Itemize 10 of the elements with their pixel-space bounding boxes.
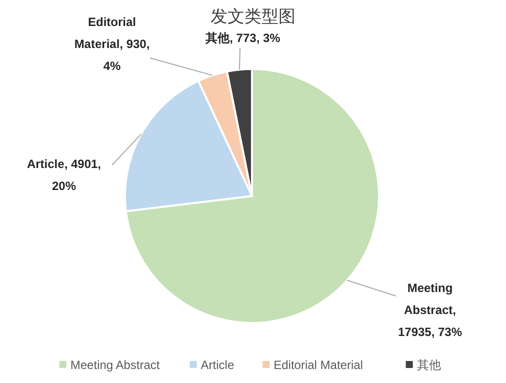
data-label: 其他, 773, 3% <box>204 31 281 45</box>
legend-label: 其他 <box>416 358 441 372</box>
legend-label: Meeting Abstract <box>70 358 160 372</box>
data-label: Meeting Abstract, 17935, 73% <box>398 281 462 339</box>
data-label: Article, 4901, 20% <box>26 157 102 193</box>
chart-title: 发文类型图 <box>210 7 296 27</box>
legend-label: Editorial Material <box>274 358 363 372</box>
pie-slice <box>124 68 380 324</box>
data-label: Editorial Material, 930, 4% <box>74 15 150 73</box>
legend-label: Article <box>200 358 234 372</box>
